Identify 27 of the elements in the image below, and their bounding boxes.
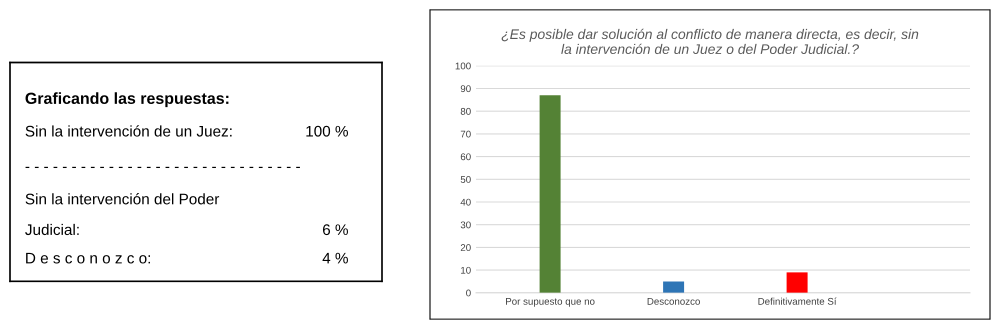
y-tick-label: 80 xyxy=(460,108,471,115)
bar xyxy=(663,281,684,293)
text: 4 % xyxy=(322,252,348,264)
text: Graficando las respuestas: xyxy=(26,92,228,108)
chart-title: ¿Es posible dar solución al conflicto de manera directa, es decir, sin la intervención de un Juez o del Poder Judicial.? xyxy=(502,28,918,54)
y-tick-label: 100 xyxy=(456,62,471,70)
text: Sin la intervención del Poder xyxy=(26,193,220,204)
bar xyxy=(540,95,561,293)
y-tick-label: 40 xyxy=(460,198,471,206)
x-tick-label: Por supuesto que no xyxy=(506,298,595,307)
y-tick-label: 90 xyxy=(460,85,471,92)
text: 100 % xyxy=(306,126,348,137)
x-tick-label: Desconozco xyxy=(648,298,700,305)
y-tick-label: 30 xyxy=(460,221,471,228)
text: Sin la intervención de un Juez: xyxy=(26,125,232,137)
y-tick-label: 20 xyxy=(460,244,471,252)
y-tick-label: 60 xyxy=(460,153,471,160)
text: - - - - - - - - - - - - - - - - - - - - - - - - - - - - - - xyxy=(26,166,300,168)
text: 6 % xyxy=(322,224,348,236)
y-tick-label: 10 xyxy=(461,266,471,274)
x-tick-label: Definitivamente Sí xyxy=(758,298,837,305)
y-tick-label: 50 xyxy=(460,176,471,183)
y-tick-label: 70 xyxy=(460,130,471,138)
y-tick-label: 0 xyxy=(466,290,471,296)
text: Judicial: xyxy=(25,224,79,236)
bar xyxy=(786,272,808,293)
text: D e s c o n o z c o: xyxy=(26,252,150,264)
